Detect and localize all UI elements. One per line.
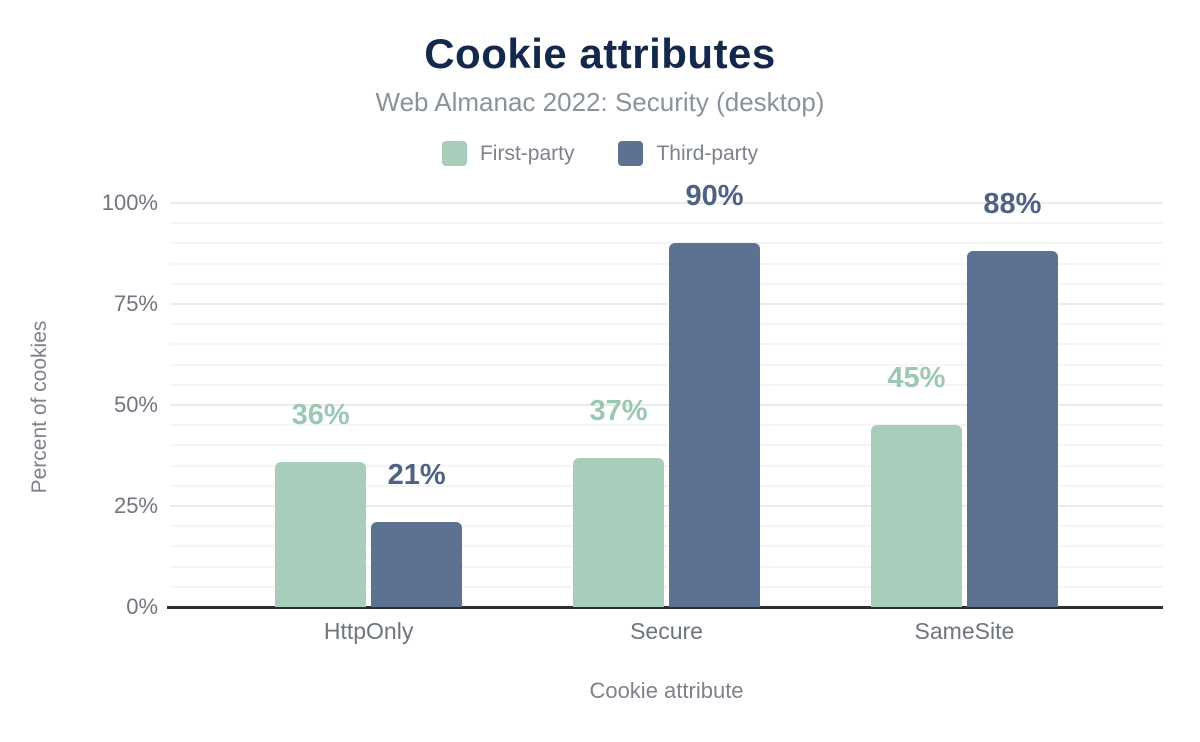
bar-third-party-secure	[669, 243, 760, 607]
bar-value-label-first-party-secure: 37%	[589, 394, 648, 427]
minor-gridline-65	[170, 343, 1163, 346]
bar-value-label-third-party-samesite: 88%	[983, 188, 1042, 221]
y-tick-label-0: 0%	[126, 594, 158, 619]
bar-third-party-httponly	[371, 522, 463, 607]
major-gridline-75	[170, 303, 1163, 305]
bar-first-party-httponly	[275, 461, 367, 607]
legend-swatch-icon-first-party	[441, 141, 467, 166]
y-tick-label-75: 75%	[113, 291, 158, 316]
y-tick-label-100: 100%	[101, 190, 158, 215]
minor-gridline-10	[170, 565, 1163, 568]
bar-third-party-samesite	[966, 251, 1058, 607]
minor-gridline-55	[170, 383, 1163, 386]
minor-gridline-35	[170, 464, 1163, 467]
minor-gridline-80	[170, 282, 1163, 285]
x-category-label-secure: Secure	[630, 618, 703, 644]
minor-gridline-60	[170, 363, 1163, 366]
bar-first-party-samesite	[870, 425, 962, 607]
bar-value-label-first-party-samesite: 45%	[887, 362, 946, 395]
bar-value-label-third-party-httponly: 21%	[387, 459, 446, 492]
legend-item-first-party: First-party	[441, 141, 575, 166]
y-tick-label-25: 25%	[113, 493, 158, 518]
bar-value-label-third-party-secure: 90%	[685, 180, 744, 213]
x-axis-line	[167, 606, 1163, 609]
legend-label: Third-party	[656, 141, 759, 165]
minor-gridline-90	[170, 242, 1163, 245]
minor-gridline-5	[170, 585, 1163, 588]
chart-title: Cookie attributes	[424, 30, 776, 77]
minor-gridline-95	[170, 222, 1163, 225]
chart-subtitle: Web Almanac 2022: Security (desktop)	[375, 87, 825, 117]
bar-first-party-secure	[573, 457, 664, 607]
bar-value-label-first-party-httponly: 36%	[291, 398, 350, 431]
minor-gridline-15	[170, 545, 1163, 548]
x-category-label-httponly: HttpOnly	[323, 618, 414, 644]
minor-gridline-30	[170, 484, 1163, 487]
x-axis-title: Cookie attribute	[589, 678, 744, 703]
minor-gridline-70	[170, 323, 1163, 326]
legend-item-third-party: Third-party	[618, 141, 758, 166]
major-gridline-50	[170, 404, 1163, 406]
minor-gridline-20	[170, 525, 1163, 528]
minor-gridline-40	[170, 444, 1163, 447]
y-tick-label-50: 50%	[113, 392, 158, 417]
y-axis-title: Percent of cookies	[28, 320, 51, 494]
legend-label: First-party	[479, 141, 575, 165]
plot-area: 0% 25% 50% 75% 100% 36% 21% HttpOnly 37% 90% Secur…	[102, 182, 1163, 644]
chart-legend: First-party Third-party	[0, 141, 1200, 166]
minor-gridline-85	[170, 262, 1163, 265]
major-gridline-25	[170, 505, 1163, 507]
major-gridline-100	[170, 202, 1163, 204]
x-category-label-samesite: SameSite	[914, 618, 1015, 644]
minor-gridline-45	[170, 424, 1163, 427]
legend-swatch-icon-third-party	[618, 141, 644, 166]
